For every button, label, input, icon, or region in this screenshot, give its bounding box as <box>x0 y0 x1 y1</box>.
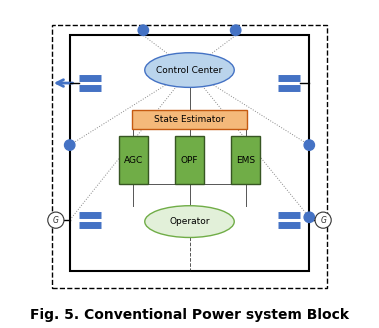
Bar <box>119 136 148 184</box>
Text: Fig. 5. Conventional Power system Block: Fig. 5. Conventional Power system Block <box>30 308 349 322</box>
Bar <box>70 35 309 271</box>
Text: G: G <box>320 215 326 225</box>
Circle shape <box>304 212 315 222</box>
Ellipse shape <box>145 53 234 87</box>
Text: Control Center: Control Center <box>157 66 222 74</box>
Text: AGC: AGC <box>124 156 143 165</box>
Bar <box>231 136 260 184</box>
Text: OPF: OPF <box>181 156 198 165</box>
Circle shape <box>304 140 315 150</box>
Text: State Estimator: State Estimator <box>154 115 225 124</box>
Circle shape <box>315 212 331 228</box>
Text: Operator: Operator <box>169 217 210 226</box>
Circle shape <box>48 212 64 228</box>
Bar <box>175 136 204 184</box>
Text: EMS: EMS <box>236 156 255 165</box>
Text: G: G <box>53 215 59 225</box>
Circle shape <box>230 25 241 35</box>
Ellipse shape <box>145 206 234 237</box>
Bar <box>132 111 247 129</box>
Circle shape <box>64 140 75 150</box>
Circle shape <box>138 25 149 35</box>
